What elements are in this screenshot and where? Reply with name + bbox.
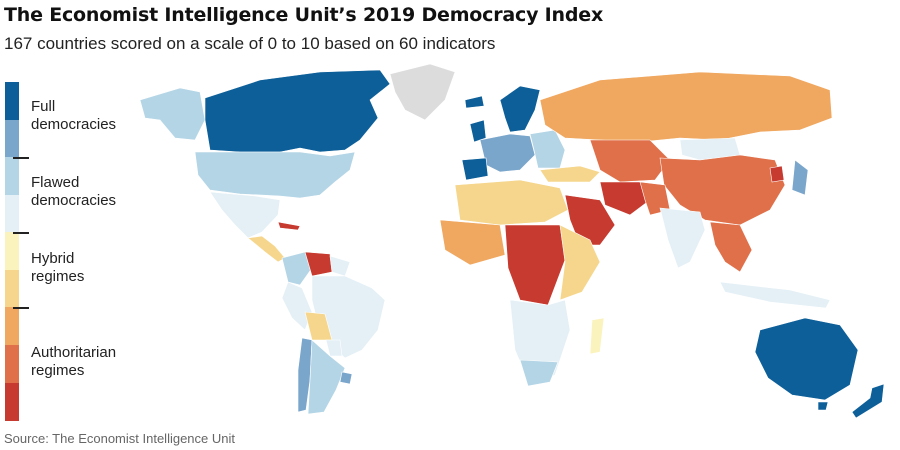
region-madagascar xyxy=(589,317,605,355)
region-iberia xyxy=(461,157,489,181)
region-west-africa xyxy=(439,219,506,266)
source-note: Source: The Economist Intelligence Unit xyxy=(4,431,235,446)
region-paraguay xyxy=(325,339,343,357)
legend-swatch-flawed-high xyxy=(5,157,19,195)
legend-swatch-auth-low xyxy=(5,383,19,421)
legend-swatch-flawed-low xyxy=(5,195,19,232)
region-usa xyxy=(194,151,356,199)
legend-divider xyxy=(13,307,29,309)
legend: Full democracies Flawed democracies Hybrid… xyxy=(5,82,165,422)
legend-swatch-hybrid-low xyxy=(5,270,19,307)
legend-swatch-full-low xyxy=(5,120,19,157)
legend-swatch-hybrid-high xyxy=(5,232,19,270)
map-subtitle: 167 countries scored on a scale of 0 to … xyxy=(4,34,496,53)
legend-label-flawed: Flawed democracies xyxy=(31,174,117,209)
world-map xyxy=(139,63,885,419)
region-china xyxy=(659,154,786,226)
region-uruguay xyxy=(339,371,353,385)
region-north-africa xyxy=(454,179,569,226)
legend-divider xyxy=(13,157,29,159)
region-argentina xyxy=(307,339,346,415)
legend-label-hybrid: Hybrid regimes xyxy=(31,250,85,285)
region-iran xyxy=(599,181,651,216)
region-north-korea xyxy=(769,165,785,183)
region-south-africa xyxy=(519,359,559,387)
region-indonesia xyxy=(719,281,831,309)
region-southeast-asia xyxy=(709,221,753,273)
region-saudi-arabia xyxy=(564,194,616,246)
region-new-zealand xyxy=(851,383,885,419)
region-greenland xyxy=(389,63,456,121)
map-title: The Economist Intelligence Unit’s 2019 D… xyxy=(4,4,604,26)
region-turkey xyxy=(539,165,601,183)
region-australia xyxy=(754,317,859,401)
legend-swatch-full-high xyxy=(5,82,19,120)
region-east-africa xyxy=(559,224,601,301)
region-scandinavia xyxy=(499,85,541,133)
region-alaska xyxy=(139,87,206,141)
region-russia xyxy=(539,71,833,143)
region-eastern-europe xyxy=(529,129,566,169)
region-colombia xyxy=(281,251,313,286)
legend-divider xyxy=(13,232,29,234)
region-guianas xyxy=(329,255,351,277)
legend-swatch-auth-mid xyxy=(5,345,19,383)
legend-swatch-auth-high xyxy=(5,307,19,345)
region-central-africa xyxy=(504,224,566,306)
region-uk xyxy=(469,119,487,143)
region-central-america xyxy=(247,235,286,263)
legend-label-full: Full democracies xyxy=(31,98,117,133)
region-afghanistan-pakistan xyxy=(639,181,671,216)
region-cuba xyxy=(277,221,301,231)
region-canada xyxy=(204,69,391,153)
region-iceland xyxy=(464,95,485,109)
region-tasmania xyxy=(817,401,829,411)
region-japan xyxy=(791,159,809,196)
region-india xyxy=(659,207,706,269)
region-mexico xyxy=(209,191,281,239)
region-peru xyxy=(281,281,313,331)
region-central-asia xyxy=(589,139,671,183)
region-western-europe xyxy=(479,133,536,173)
legend-label-authoritarian: Authoritarian regimes xyxy=(31,344,117,379)
